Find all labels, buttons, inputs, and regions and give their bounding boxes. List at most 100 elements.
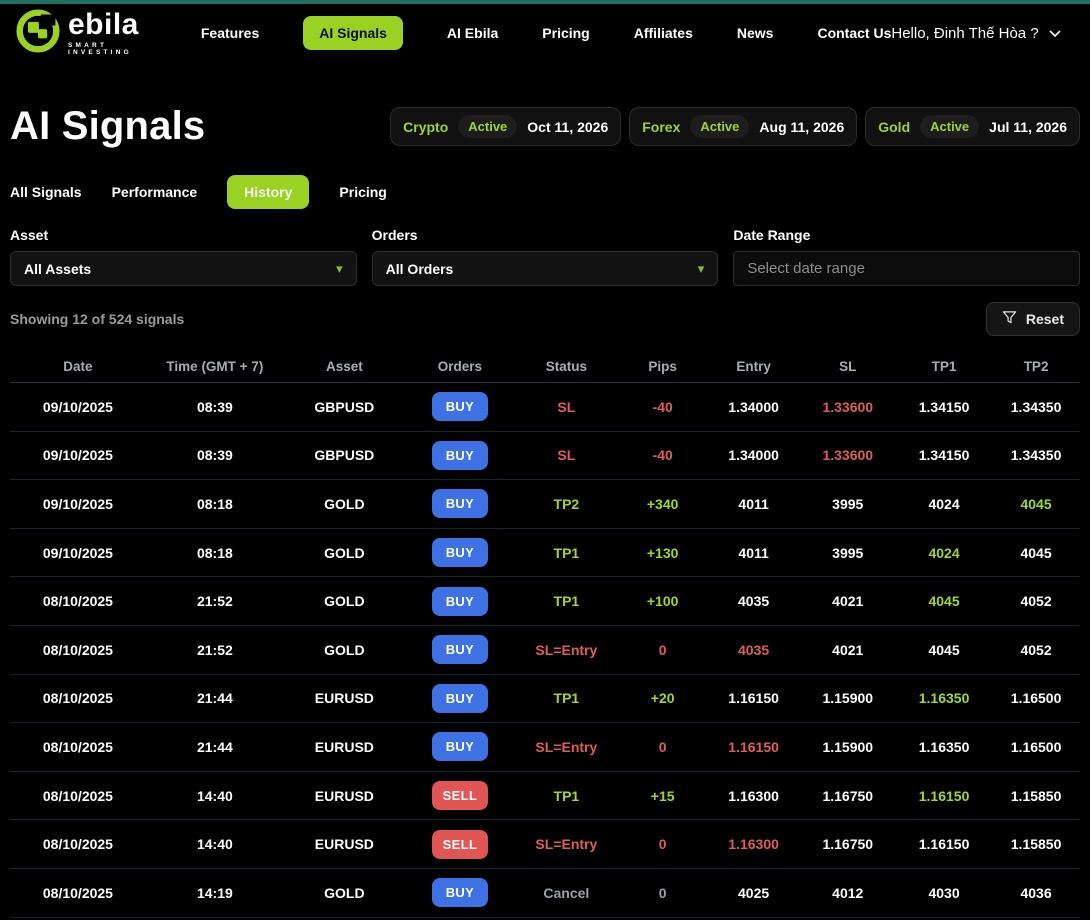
cell-pips: 0 bbox=[658, 836, 667, 853]
cell-sl: 1.16750 bbox=[822, 787, 874, 804]
asset-filter-value: All Assets bbox=[24, 260, 92, 277]
cell-tp1: 4030 bbox=[928, 884, 960, 901]
date-range-input[interactable] bbox=[733, 251, 1080, 286]
ebila-logo-icon bbox=[16, 8, 60, 58]
buy-badge-button[interactable]: BUY bbox=[431, 440, 488, 470]
subscription-badge-crypto: Crypto Active Oct 11, 2026 bbox=[390, 107, 622, 146]
column-header-pips: Pips bbox=[648, 358, 677, 374]
user-greeting[interactable]: Hello, Đinh Thế Hòa ? bbox=[891, 25, 1061, 42]
cell-tp1: 1.16150 bbox=[918, 836, 970, 853]
cell-tp2: 1.34350 bbox=[1010, 447, 1062, 464]
cell-pips: +100 bbox=[646, 593, 679, 610]
cell-asset: GOLD bbox=[324, 884, 365, 901]
subscription-status: Active bbox=[458, 115, 518, 138]
nav-link-contact-us[interactable]: Contact Us bbox=[817, 25, 892, 41]
table-header: Date Time (GMT + 7) Asset Orders Status Pips E… bbox=[10, 350, 1080, 383]
cell-asset: GOLD bbox=[324, 593, 365, 610]
cell-entry: 1.16300 bbox=[728, 787, 779, 804]
cell-status: SL bbox=[557, 398, 576, 415]
cell-tp2: 4045 bbox=[1020, 495, 1052, 512]
column-header-tp1: TP1 bbox=[931, 358, 957, 374]
tab-pricing[interactable]: Pricing bbox=[339, 184, 387, 200]
cell-pips: +15 bbox=[650, 787, 675, 804]
cell-sl: 1.33600 bbox=[822, 398, 874, 415]
tab-history[interactable]: History bbox=[227, 175, 310, 209]
tab-all-signals[interactable]: All Signals bbox=[10, 184, 82, 200]
cell-sl: 1.33600 bbox=[822, 447, 874, 464]
buy-badge-button[interactable]: BUY bbox=[431, 683, 488, 713]
cell-tp2: 4052 bbox=[1020, 641, 1052, 658]
cell-date: 08/10/2025 bbox=[42, 641, 113, 658]
buy-badge-button[interactable]: BUY bbox=[431, 489, 488, 519]
cell-entry: 4035 bbox=[738, 593, 770, 610]
nav-link-affiliates[interactable]: Affiliates bbox=[633, 25, 693, 41]
tabs: All Signals Performance History Pricing bbox=[10, 175, 1080, 209]
cell-order: BUY bbox=[405, 440, 515, 470]
cell-status: Cancel bbox=[543, 884, 590, 901]
nav-link-ai-signals[interactable]: AI Signals bbox=[303, 16, 403, 50]
subscription-asset: Crypto bbox=[403, 118, 449, 135]
cell-tp1: 1.34150 bbox=[918, 447, 970, 464]
table-row: 08/10/2025 14:40 EURUSD SELL SL=Entry 0 1.1630… bbox=[10, 820, 1080, 869]
cell-tp2: 4036 bbox=[1020, 884, 1052, 901]
cell-date: 08/10/2025 bbox=[42, 884, 113, 901]
cell-tp1: 1.34150 bbox=[918, 398, 970, 415]
cell-tp2: 1.16500 bbox=[1010, 690, 1062, 707]
cell-entry: 1.16150 bbox=[728, 690, 779, 707]
buy-badge-button[interactable]: BUY bbox=[431, 878, 488, 908]
asset-filter-select[interactable]: All Assets ▾ bbox=[10, 251, 357, 286]
page-title: AI Signals bbox=[10, 104, 206, 148]
column-header-orders: Orders bbox=[437, 358, 483, 374]
cell-time: 21:52 bbox=[196, 593, 233, 610]
cell-pips: -40 bbox=[652, 447, 673, 464]
nav-link-pricing[interactable]: Pricing bbox=[542, 25, 590, 41]
subscription-status: Active bbox=[690, 115, 750, 138]
nav-link-features[interactable]: Features bbox=[200, 25, 260, 41]
cell-status: SL=Entry bbox=[535, 641, 598, 658]
cell-order: SELL bbox=[405, 781, 515, 811]
cell-sl: 4012 bbox=[832, 884, 864, 901]
sell-badge-button[interactable]: SELL bbox=[431, 829, 488, 859]
cell-time: 21:44 bbox=[196, 738, 233, 755]
buy-badge-button[interactable]: BUY bbox=[431, 392, 488, 422]
subscription-badges: Crypto Active Oct 11, 2026 Forex Active Aug 1… bbox=[390, 107, 1080, 146]
cell-date: 09/10/2025 bbox=[42, 398, 113, 415]
table-row: 09/10/2025 08:18 GOLD BUY TP2 +340 4011 3995 402… bbox=[10, 480, 1080, 529]
cell-order: BUY bbox=[405, 392, 515, 422]
cell-time: 08:18 bbox=[196, 544, 233, 561]
buy-badge-button[interactable]: BUY bbox=[431, 586, 488, 616]
column-header-sl: SL bbox=[839, 358, 857, 374]
logo[interactable]: ebila SMART INVESTING bbox=[16, 8, 139, 58]
cell-date: 08/10/2025 bbox=[42, 690, 113, 707]
cell-asset: GBPUSD bbox=[314, 447, 375, 464]
cell-tp1: 4024 bbox=[928, 495, 960, 512]
cell-pips: -40 bbox=[652, 398, 673, 415]
cell-time: 14:19 bbox=[196, 884, 233, 901]
cell-pips: 0 bbox=[658, 641, 667, 658]
cell-tp1: 4045 bbox=[928, 593, 960, 610]
cell-tp1: 1.16350 bbox=[918, 690, 970, 707]
cell-sl: 4021 bbox=[832, 593, 864, 610]
tab-performance[interactable]: Performance bbox=[111, 184, 198, 200]
asset-filter-label: Asset bbox=[10, 227, 49, 243]
cell-tp1: 1.16150 bbox=[918, 787, 970, 804]
cell-time: 21:52 bbox=[196, 641, 233, 658]
buy-badge-button[interactable]: BUY bbox=[431, 538, 488, 568]
nav-link-news[interactable]: News bbox=[736, 25, 774, 41]
cell-asset: EURUSD bbox=[314, 787, 374, 804]
subscription-expiry-date: Jul 11, 2026 bbox=[989, 118, 1067, 135]
reset-filters-button[interactable]: Reset bbox=[985, 302, 1080, 336]
nav-link-ai-ebila[interactable]: AI Ebila bbox=[446, 25, 499, 41]
cell-entry: 4025 bbox=[738, 884, 770, 901]
cell-entry: 1.16150 bbox=[728, 738, 779, 755]
cell-tp1: 4024 bbox=[928, 544, 960, 561]
buy-badge-button[interactable]: BUY bbox=[431, 635, 488, 665]
buy-badge-button[interactable]: BUY bbox=[431, 732, 488, 762]
orders-filter-select[interactable]: All Orders ▾ bbox=[371, 251, 719, 286]
cell-time: 08:39 bbox=[196, 447, 233, 464]
column-header-asset: Asset bbox=[325, 358, 363, 374]
cell-entry: 4011 bbox=[738, 495, 769, 512]
sell-badge-button[interactable]: SELL bbox=[431, 781, 488, 811]
subscription-badge-forex: Forex Active Aug 11, 2026 bbox=[629, 107, 858, 146]
cell-asset: GBPUSD bbox=[314, 398, 375, 415]
